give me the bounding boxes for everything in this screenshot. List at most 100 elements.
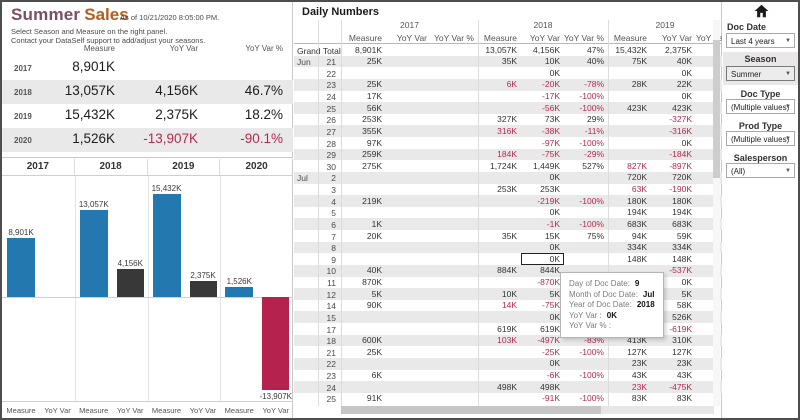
table-cell[interactable]: 15K [544, 230, 560, 241]
table-cell[interactable]: 827K [627, 160, 647, 171]
bar-measure-2017[interactable] [7, 237, 35, 297]
table-cell[interactable]: 40K [366, 265, 382, 276]
table-cell[interactable] [386, 44, 431, 56]
table-cell[interactable] [431, 335, 478, 347]
table-cell[interactable]: 148K [672, 253, 692, 264]
table-cell[interactable] [564, 172, 608, 184]
table-cell[interactable]: 10K [544, 56, 560, 67]
table-cell[interactable] [386, 114, 431, 126]
table-cell[interactable]: 0K [681, 91, 692, 101]
table-cell[interactable]: 0K [681, 277, 692, 287]
table-cell[interactable] [478, 172, 521, 184]
table-cell[interactable] [431, 125, 478, 137]
table-cell[interactable]: 1,724K [490, 160, 517, 171]
table-cell[interactable] [341, 67, 386, 79]
table-cell[interactable] [431, 137, 478, 149]
table-cell[interactable]: 5K [681, 288, 692, 299]
table-cell[interactable]: 498K [497, 381, 517, 392]
table-cell[interactable] [431, 67, 478, 79]
doc-type-dropdown[interactable]: (Multiple values) ▼ [726, 99, 795, 114]
table-cell[interactable]: -100% [579, 370, 604, 380]
table-cell[interactable]: -17K [542, 91, 560, 101]
table-cell[interactable]: 25K [366, 79, 382, 90]
table-cell[interactable]: 43K [676, 370, 692, 380]
table-cell[interactable]: -100% [579, 346, 604, 357]
table-cell[interactable] [478, 358, 521, 370]
table-cell[interactable] [431, 265, 478, 277]
table-cell[interactable] [386, 288, 431, 300]
table-cell[interactable]: 0K [549, 358, 560, 369]
table-cell[interactable]: -190K [669, 184, 692, 194]
table-cell[interactable] [386, 311, 431, 323]
table-cell[interactable]: -91K [542, 393, 560, 404]
table-cell[interactable]: 619K [497, 323, 517, 334]
table-cell[interactable]: -20K [542, 79, 560, 90]
table-cell[interactable]: -83% [584, 335, 604, 346]
table-cell[interactable]: 0K [549, 242, 560, 253]
table-cell[interactable] [431, 300, 478, 312]
table-cell[interactable]: 844K [540, 265, 560, 276]
table-cell[interactable] [564, 184, 608, 196]
table-cell[interactable]: -497K [537, 335, 560, 346]
table-cell[interactable] [386, 393, 431, 405]
table-cell[interactable] [386, 381, 431, 393]
table-cell[interactable]: 127K [627, 346, 647, 357]
table-cell[interactable] [564, 253, 608, 265]
table-cell[interactable]: -6K [546, 370, 560, 380]
table-cell[interactable] [564, 381, 608, 393]
table-cell[interactable]: 0K [681, 67, 692, 78]
table-cell[interactable]: 194K [672, 207, 692, 218]
table-cell[interactable] [431, 160, 478, 172]
table-cell[interactable] [478, 277, 521, 289]
table-cell[interactable] [478, 346, 521, 358]
table-cell[interactable]: 334K [627, 242, 647, 253]
table-cell[interactable]: 0K [681, 137, 692, 148]
selected-cell-outline[interactable] [521, 253, 564, 266]
season-dropdown[interactable]: Summer ▼ [726, 66, 795, 81]
table-cell[interactable]: 94K [631, 230, 647, 241]
table-cell[interactable] [386, 253, 431, 265]
table-cell[interactable] [478, 67, 521, 79]
table-cell[interactable]: -537K [669, 265, 692, 276]
table-cell[interactable]: 103K [497, 335, 517, 346]
table-cell[interactable]: -100% [579, 393, 604, 404]
table-cell[interactable] [386, 172, 431, 184]
table-cell[interactable] [386, 137, 431, 149]
table-cell[interactable]: 1K [371, 218, 382, 229]
table-cell[interactable] [478, 207, 521, 219]
table-cell[interactable]: 1,449K [533, 160, 560, 171]
table-cell[interactable] [478, 137, 521, 149]
table-cell[interactable]: -25K [542, 346, 560, 357]
table-cell[interactable] [608, 125, 651, 137]
table-cell[interactable]: -184K [669, 149, 692, 160]
table-cell[interactable]: 194K [627, 207, 647, 218]
table-cell[interactable]: 0K [549, 67, 560, 78]
table-cell[interactable] [341, 172, 386, 184]
table-cell[interactable]: -38K [542, 125, 560, 136]
table-cell[interactable]: 527% [582, 160, 604, 171]
table-cell[interactable]: 148K [627, 253, 647, 264]
table-cell[interactable]: 22K [676, 79, 692, 90]
table-cell[interactable]: 29% [586, 114, 604, 125]
table-cell[interactable]: 91K [366, 393, 382, 404]
table-cell[interactable] [386, 242, 431, 254]
table-cell[interactable]: 327K [497, 114, 517, 125]
table-cell[interactable] [608, 67, 651, 79]
table-cell[interactable] [386, 125, 431, 137]
bar-yoy-2019[interactable] [189, 281, 217, 297]
table-cell[interactable] [431, 44, 478, 56]
bar-yoy-2020[interactable] [262, 297, 290, 390]
table-cell[interactable]: 28K [631, 79, 647, 90]
table-cell[interactable]: 253K [362, 114, 382, 125]
table-cell[interactable]: 720K [672, 172, 692, 183]
table-cell[interactable]: -29% [584, 149, 604, 160]
table-cell[interactable]: 619K [540, 323, 560, 334]
table-cell[interactable]: 8,901K [355, 44, 382, 55]
table-cell[interactable]: 259K [362, 149, 382, 160]
table-cell[interactable]: -56K [542, 102, 560, 113]
table-cell[interactable]: 35K [501, 230, 517, 241]
table-cell[interactable]: 75K [631, 56, 647, 67]
summary-row-2017[interactable]: 2017 8,901K [2, 56, 293, 80]
vertical-scrollbar-thumb[interactable] [713, 40, 720, 178]
table-cell[interactable]: -100% [579, 195, 604, 206]
